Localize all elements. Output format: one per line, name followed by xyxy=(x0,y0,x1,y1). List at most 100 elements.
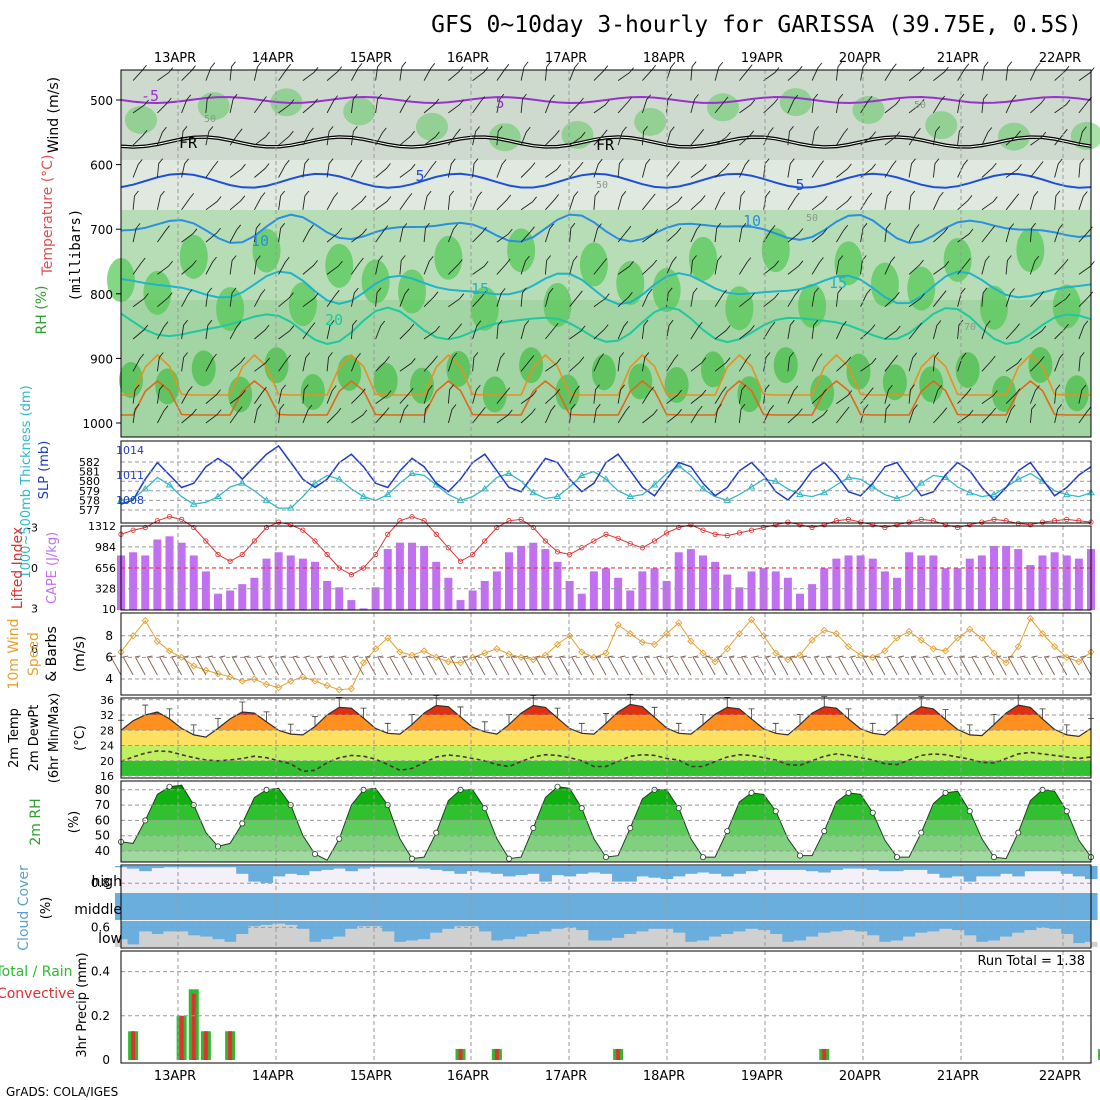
cloud-middle-bar xyxy=(357,893,371,920)
wind-barb xyxy=(205,160,219,178)
wind-barb xyxy=(908,99,925,114)
lifted-index-point xyxy=(651,538,658,544)
wind-barb xyxy=(763,225,776,243)
cape-bar xyxy=(529,542,538,610)
wind-barb xyxy=(908,293,925,308)
temp-band xyxy=(121,760,1091,776)
wind-barb xyxy=(1054,99,1071,114)
wind-barb xyxy=(157,292,173,308)
rh-point xyxy=(166,783,173,790)
precip-ytick-label: 0.4 xyxy=(91,965,110,979)
cloud-middle-bar xyxy=(975,893,989,920)
wind-barb xyxy=(423,63,436,81)
wind-speed-point xyxy=(602,649,610,657)
wind-barb xyxy=(739,130,755,146)
wind-barb xyxy=(860,404,869,424)
rh-ytick-label: 80 xyxy=(95,783,110,797)
lifted-index-point xyxy=(312,538,318,544)
wind-barb xyxy=(472,158,479,178)
cape-bar xyxy=(771,571,780,610)
wind-speed-point xyxy=(553,640,562,649)
wind-barb xyxy=(642,193,656,211)
minmax-whisker xyxy=(433,695,440,706)
wind-barb xyxy=(229,321,242,340)
cloud-middle-bar xyxy=(199,893,213,920)
temp-ytick-label: 36 xyxy=(100,694,114,707)
wind-barb xyxy=(253,255,261,275)
wind-barb xyxy=(1029,403,1037,424)
contour-label: 15 xyxy=(471,280,489,298)
minmax-whisker xyxy=(384,722,391,734)
wind-barb xyxy=(690,129,705,146)
wind-speed-point xyxy=(165,647,174,655)
wind-barb xyxy=(884,160,897,178)
wind-barb xyxy=(448,66,464,81)
minmax-whisker xyxy=(360,707,367,719)
wind-barb xyxy=(351,159,363,178)
wind-barb xyxy=(641,319,649,340)
rh-point xyxy=(918,829,925,836)
wind-barb xyxy=(302,384,309,404)
wind-barb xyxy=(472,67,489,81)
cloud-middle-bar xyxy=(442,893,455,920)
cloud-low-bar xyxy=(284,924,298,947)
thickness-point xyxy=(796,490,804,498)
wind-barb xyxy=(1005,255,1012,275)
thickness-point xyxy=(359,492,368,500)
wind-barb xyxy=(569,255,578,275)
precip-ytick-label: 0 xyxy=(102,1053,110,1067)
wind-barb xyxy=(1005,323,1020,340)
rh-moist-blob xyxy=(998,122,1030,151)
date-label-bottom: 20APR xyxy=(839,1069,881,1084)
wind-barb xyxy=(981,93,988,113)
lifted-index-point xyxy=(1039,519,1046,525)
temp-ytick-label: 20 xyxy=(100,755,114,768)
cloud-low-bar xyxy=(575,930,589,947)
wind-speed-point xyxy=(129,632,137,640)
wind-barb xyxy=(520,126,531,146)
wind-barb xyxy=(229,163,246,178)
cape-bar xyxy=(1074,558,1083,610)
date-label-top: 14APR xyxy=(252,51,294,66)
contour-label: 70 xyxy=(964,322,976,333)
wind-barb xyxy=(156,158,164,178)
lifted-index-point xyxy=(761,524,767,531)
wind-barb xyxy=(520,255,530,275)
wind-barb xyxy=(981,320,991,340)
wind-barb xyxy=(981,407,997,424)
cape-bar xyxy=(893,577,901,610)
wind-barb-10m xyxy=(607,655,619,676)
cloud-low-bar xyxy=(502,939,516,947)
wind-barb xyxy=(1030,98,1046,114)
temp-ylabel-3: (6hr Min/Max) xyxy=(47,693,62,783)
lifted-index-point xyxy=(991,516,997,523)
cape-bar xyxy=(480,580,489,610)
wind-barb xyxy=(908,384,915,404)
wind-barb xyxy=(253,404,262,424)
wind-barb xyxy=(933,261,950,275)
precip-convective-bar xyxy=(179,1015,184,1060)
rh-point xyxy=(578,805,585,812)
cape-bar xyxy=(553,561,562,610)
wind-barb-10m xyxy=(910,655,922,676)
cloud-middle-bar xyxy=(393,893,407,920)
thickness-series-line xyxy=(120,465,1092,509)
wind-barb xyxy=(205,353,217,372)
wind-barb-10m xyxy=(959,655,971,676)
wind-barb xyxy=(326,158,334,178)
cloud-high-bar xyxy=(539,866,552,882)
rh-moist-blob xyxy=(834,241,863,286)
wind-barb xyxy=(544,223,555,243)
lifted-index-point xyxy=(639,545,645,551)
wind-speed-point xyxy=(869,653,877,662)
thickness-point xyxy=(650,481,659,488)
wind-barb xyxy=(302,158,310,178)
cloud-middle-bar xyxy=(515,893,528,920)
cloud-low-bar xyxy=(357,926,371,947)
wind-barb-10m xyxy=(1043,655,1056,676)
wind-barb xyxy=(205,93,212,113)
cloud-high-bar xyxy=(430,866,443,870)
wind-barb xyxy=(302,404,313,424)
cloud-middle-bar xyxy=(551,893,565,920)
cloud-middle-bar xyxy=(818,893,831,920)
